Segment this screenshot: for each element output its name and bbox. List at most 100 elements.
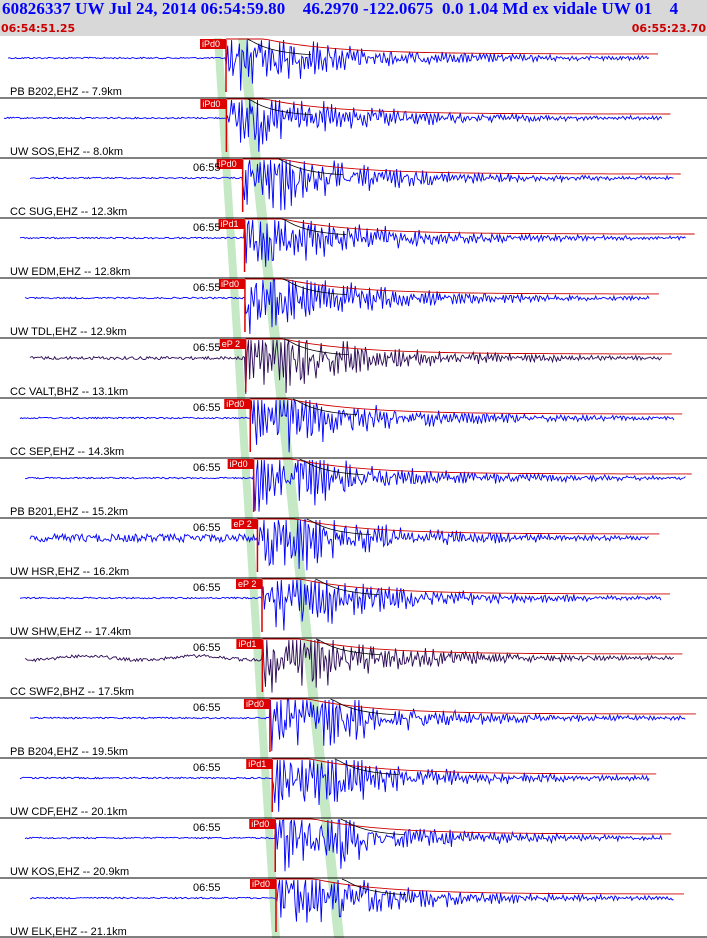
station-label: UW SHW,EHZ -- 17.4km xyxy=(10,626,131,638)
amplitude-curve xyxy=(315,638,381,655)
waveform xyxy=(29,699,686,752)
trace-row: iPd0 UW SOS,EHZ -- 8.0km xyxy=(0,97,707,158)
waveform xyxy=(24,819,663,872)
coda-decay-line xyxy=(226,38,658,55)
trace-row: iPd0 06:55 UW KOS,EHZ -- 20.9km xyxy=(0,817,707,878)
trace-row: iPd0 PB B202,EHZ -- 7.9km xyxy=(7,38,658,98)
pick-box xyxy=(216,159,243,169)
amplitude-curve xyxy=(330,698,395,715)
pick-label: iPd0 xyxy=(251,819,269,829)
pick-box xyxy=(249,819,276,829)
pick-box xyxy=(231,519,258,529)
pick-box xyxy=(243,699,270,709)
event-title: 60826337 UW Jul 24, 2014 06:54:59.80 46.… xyxy=(2,0,679,18)
waveform xyxy=(19,219,686,267)
amplitude-curve xyxy=(341,878,407,895)
time-tick-label: 06:55 xyxy=(193,822,221,834)
station-label: UW EDM,EHZ -- 12.8km xyxy=(10,266,130,278)
amplitude-curve xyxy=(334,758,399,775)
coda-decay-line xyxy=(250,398,683,415)
pick-label: iPd0 xyxy=(219,159,237,169)
waveform xyxy=(24,459,686,512)
amplitude-curve xyxy=(247,98,312,115)
amplitude-curve xyxy=(284,338,349,355)
amplitude-curve xyxy=(306,518,371,535)
amplitude-curve xyxy=(340,818,405,835)
pick-box xyxy=(250,879,276,889)
pick-label: eP 2 xyxy=(233,519,251,529)
time-tick-label: 06:55 xyxy=(193,642,221,654)
station-label: UW CDF,EHZ -- 20.1km xyxy=(10,806,127,818)
waveform xyxy=(29,339,663,395)
coda-decay-line xyxy=(269,698,696,715)
time-tick-label: 06:55 xyxy=(193,762,221,774)
pick-label: iPd1 xyxy=(238,639,256,649)
coda-decay-line xyxy=(275,818,672,835)
amplitude-curve xyxy=(246,38,312,55)
coda-decay-line xyxy=(244,278,659,295)
trace-row: eP 206:55 CC VALT,BHZ -- 13.1km xyxy=(0,337,707,398)
station-label: UW TDL,EHZ -- 12.9km xyxy=(10,326,127,338)
amplitude-curve xyxy=(299,458,364,475)
waveform xyxy=(29,159,674,211)
pick-label: iPd0 xyxy=(252,879,270,889)
station-label: CC SUG,EHZ -- 12.3km xyxy=(10,206,127,218)
coda-decay-line xyxy=(262,638,683,655)
station-label: CC VALT,BHZ -- 13.1km xyxy=(10,386,128,398)
pick-label: iPd0 xyxy=(246,699,264,709)
coda-decay-line xyxy=(272,758,657,775)
station-label: PB B201,EHZ -- 15.2km xyxy=(10,506,128,518)
station-label: UW HSR,EHZ -- 16.2km xyxy=(10,566,129,578)
end-time: 06:55:23.70 xyxy=(631,22,706,35)
pick-box xyxy=(200,39,226,49)
pick-box xyxy=(246,759,273,769)
station-label: UW ELK,EHZ -- 21.1km xyxy=(10,926,127,938)
coda-decay-line xyxy=(242,158,681,175)
station-label: UW KOS,EHZ -- 20.9km xyxy=(10,866,129,878)
pick-label: iPd0 xyxy=(226,399,244,409)
pick-label: iPd0 xyxy=(230,459,248,469)
pick-box xyxy=(227,459,254,469)
station-label: PB B204,EHZ -- 19.5km xyxy=(10,746,128,758)
trace-row: iPd1 06:55 UW CDF,EHZ -- 20.1km xyxy=(0,757,707,818)
time-tick-label: 06:55 xyxy=(193,342,221,354)
pick-box xyxy=(218,279,245,289)
pick-label: iPd1 xyxy=(248,759,266,769)
trace-row: iPd0 06:55 PB B204,EHZ -- 19.5km xyxy=(0,697,707,758)
pick-label: iPd0 xyxy=(221,279,239,289)
time-tick-label: 06:55 xyxy=(193,522,221,534)
waveform xyxy=(24,639,674,693)
pick-label: eP 2 xyxy=(222,339,240,349)
coda-decay-line xyxy=(257,518,660,535)
station-label: CC SWF2,BHZ -- 17.5km xyxy=(10,686,134,698)
pick-box xyxy=(235,579,262,589)
seismogram-panel: iPd0 PB B202,EHZ -- 7.9km iPd0 UW SOS,EHZ -… xyxy=(0,38,707,938)
coda-decay-line xyxy=(253,458,692,475)
amplitude-curve xyxy=(315,578,380,595)
trace-row: iPd1 06:55 CC SWF2,BHZ -- 17.5km xyxy=(0,637,707,698)
coda-decay-line xyxy=(226,98,671,115)
amplitude-curve xyxy=(292,398,358,415)
time-tick-label: 06:55 xyxy=(193,282,221,294)
time-tick-label: 06:55 xyxy=(193,222,221,234)
waveform xyxy=(19,759,650,812)
time-tick-label: 06:55 xyxy=(193,162,221,174)
amplitude-curve xyxy=(282,218,347,235)
pick-box xyxy=(224,399,251,409)
amplitude-curve xyxy=(282,278,348,295)
trace-row: iPd0 06:55 CC SEP,EHZ -- 14.3km xyxy=(0,397,707,458)
coda-decay-line xyxy=(276,878,684,895)
trace-row: iPd0 06:55 PB B201,EHZ -- 15.2km xyxy=(0,457,707,518)
station-label: CC SEP,EHZ -- 14.3km xyxy=(10,446,124,458)
waveform xyxy=(3,99,663,152)
pick-label: iPd1 xyxy=(221,219,239,229)
pick-label: iPd0 xyxy=(202,39,220,49)
coda-decay-line xyxy=(245,338,672,355)
trace-row: eP 2 06:55 UW SHW,EHZ -- 17.4km xyxy=(0,577,707,638)
time-tick-label: 06:55 xyxy=(193,882,221,894)
header-bar xyxy=(0,0,707,36)
waveform xyxy=(29,519,649,571)
